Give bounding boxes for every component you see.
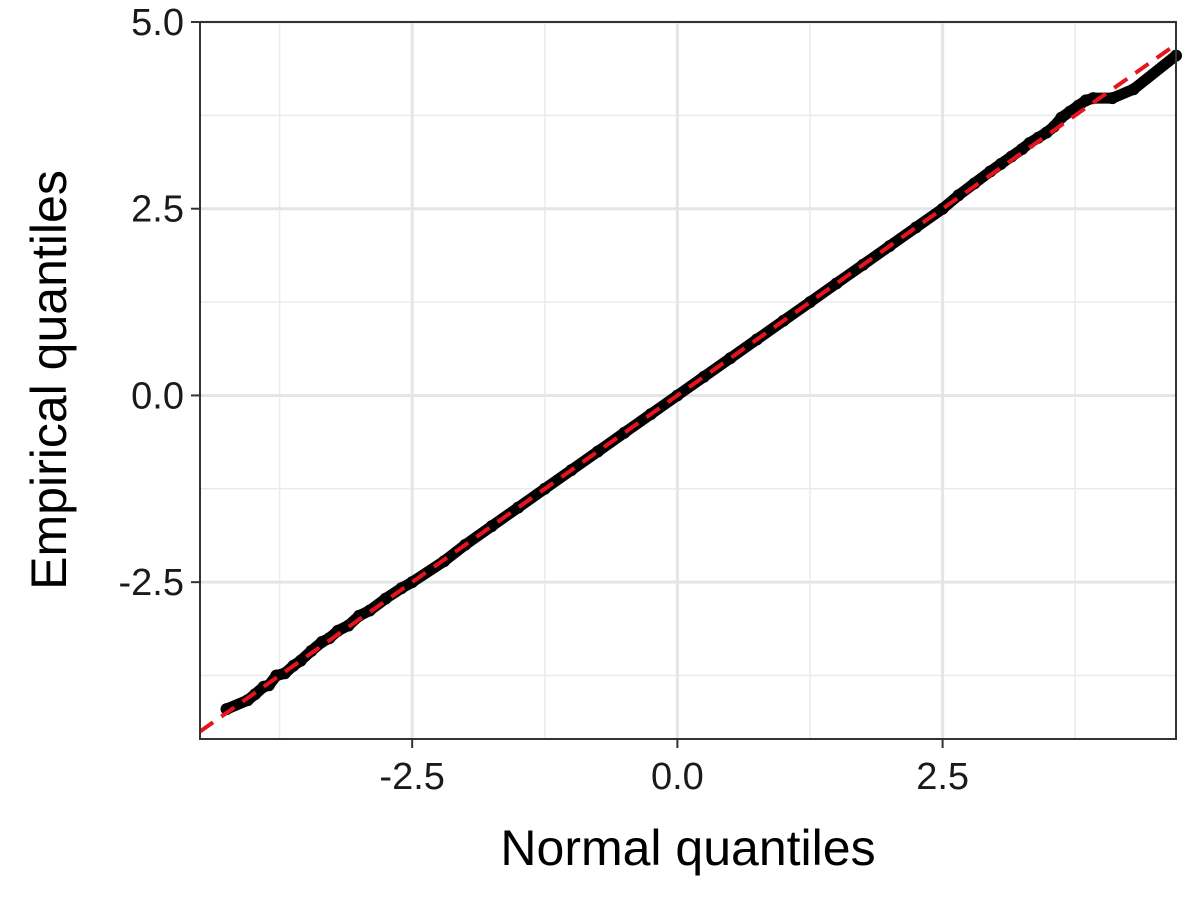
y-tick-label: 5.0: [131, 2, 184, 44]
y-axis-ticks: -2.5 0.0 2.5 5.0: [119, 2, 200, 604]
y-tick-label: -2.5: [119, 562, 184, 604]
y-tick-label: 0.0: [131, 375, 184, 417]
reference-line: [198, 42, 1178, 734]
data-point: [379, 592, 392, 605]
minor-gridlines: [200, 22, 1176, 739]
x-tick-label: 0.0: [651, 756, 704, 798]
data-point: [1127, 83, 1140, 96]
y-tick-label: 2.5: [131, 189, 184, 231]
plot-panel-border: [199, 21, 1177, 740]
x-tick-label: -2.5: [379, 756, 444, 798]
reference-line-layer: [198, 42, 1178, 734]
data-point: [1106, 92, 1119, 105]
data-point: [1055, 111, 1068, 124]
x-axis-title: Normal quantiles: [500, 820, 875, 876]
y-axis-title: Empirical quantiles: [21, 170, 77, 590]
x-tick-label: 2.5: [916, 756, 969, 798]
x-axis-ticks: -2.5 0.0 2.5: [379, 739, 969, 798]
data-point: [994, 157, 1007, 170]
